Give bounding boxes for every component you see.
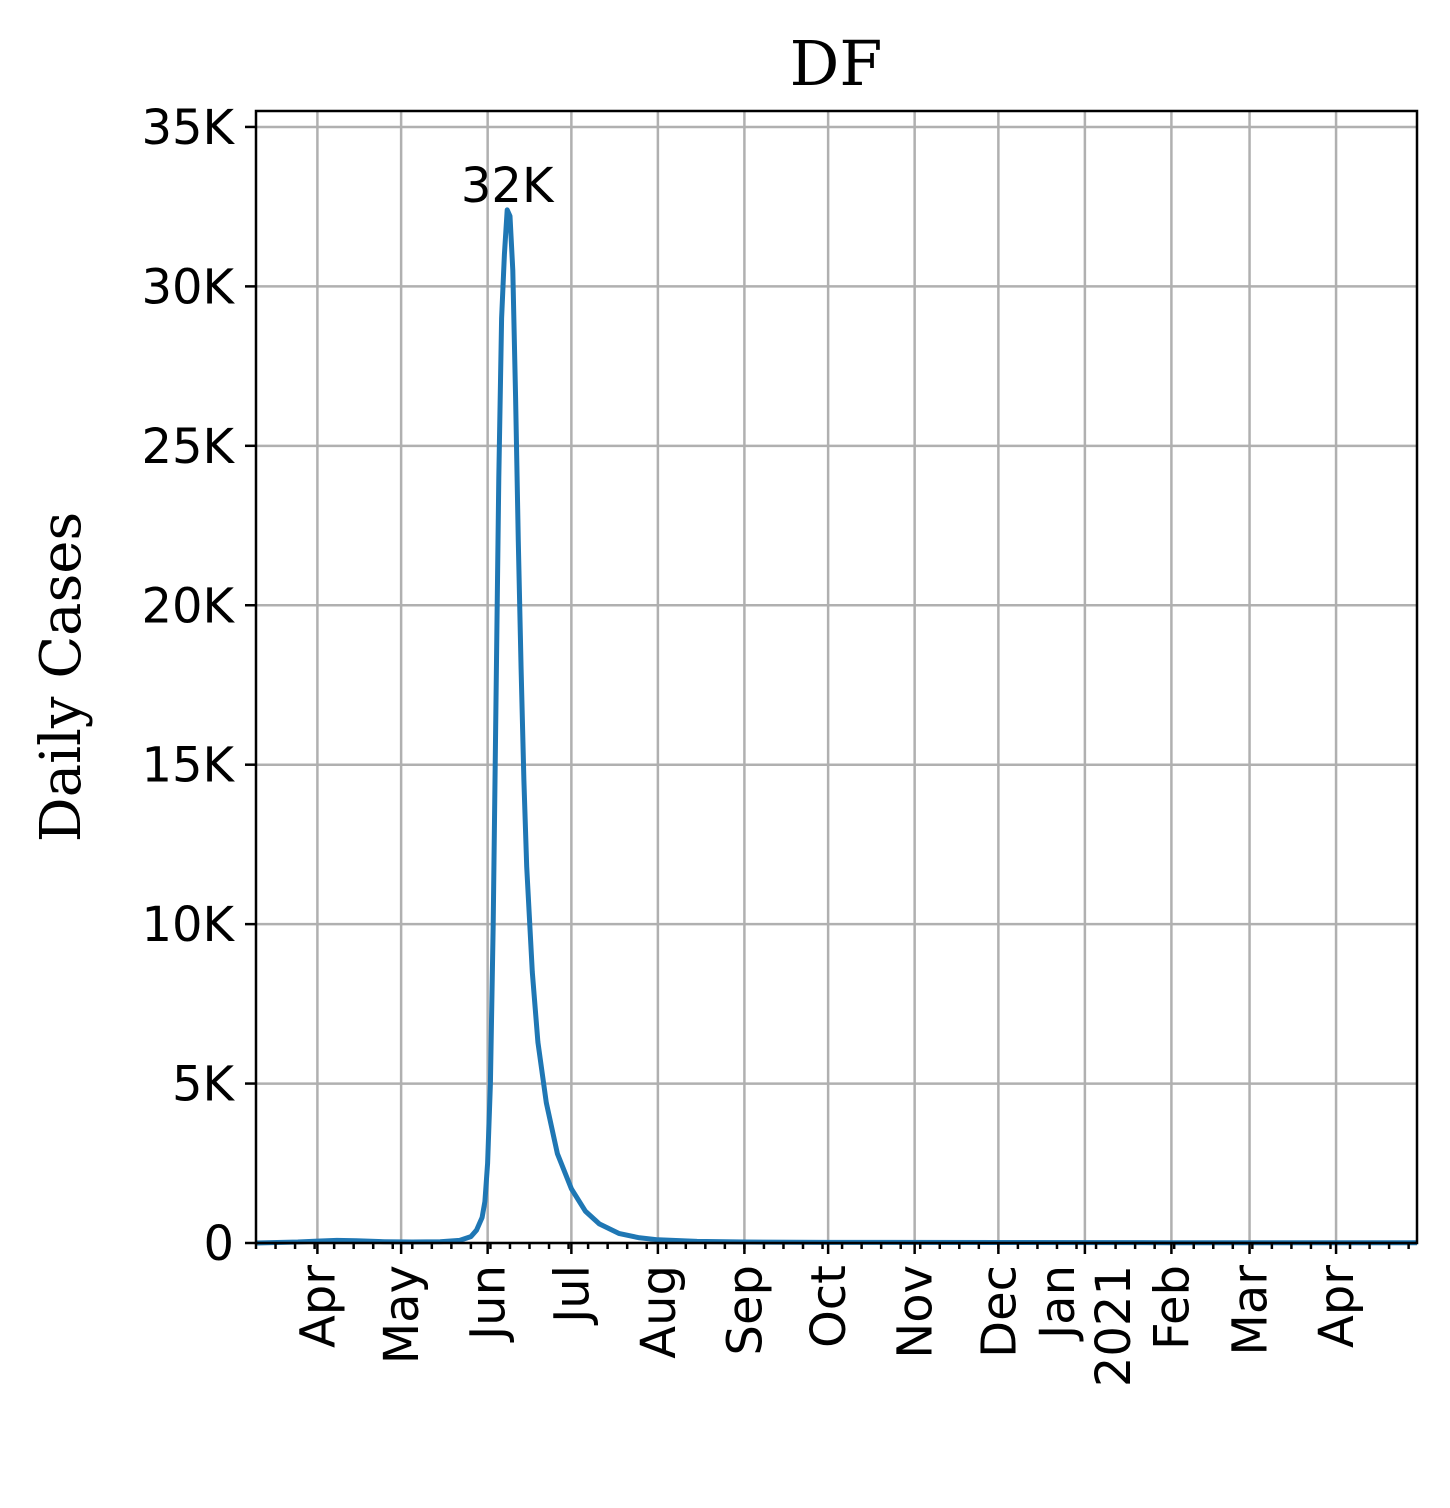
x-tick-label: Apr [1309, 1265, 1365, 1348]
y-tick-label: 30K [141, 259, 235, 315]
y-tick-label: 10K [141, 897, 235, 953]
x-tick-label: Oct [801, 1265, 857, 1348]
peak-annotation: 32K [461, 158, 555, 214]
plot-frame [254, 109, 1419, 1245]
x-tick-label: Apr [290, 1265, 346, 1348]
y-tick-label: 35K [141, 100, 235, 156]
y-tick-label: 25K [141, 419, 235, 475]
x-tick-label: Nov [888, 1265, 944, 1359]
axis-ticks: 0 5K 10K 15K 20K 25K 30K 35K Apr May Jun Jul Aug Sep O… [141, 100, 1410, 1387]
series-layer [255, 207, 1417, 1246]
annotations: 32K [461, 158, 555, 214]
y-tick-label: 5K [172, 1057, 236, 1113]
y-tick-label: 0 [203, 1216, 234, 1272]
x-tick-label: Aug [631, 1265, 687, 1359]
x-tick-label: Dec [971, 1265, 1027, 1358]
x-tick-label: Jun [461, 1265, 517, 1343]
y-axis-label: Daily Cases [29, 512, 94, 842]
x-tick-label: Mar [1223, 1265, 1279, 1356]
grid-lines [256, 111, 1417, 1245]
series-line [255, 207, 1417, 1246]
x-tick-label: May [374, 1265, 430, 1364]
x-tick-label: Sep [717, 1265, 773, 1355]
y-tick-label: 15K [141, 738, 235, 794]
x-tick-label: Feb [1144, 1265, 1200, 1350]
x-tick-label: Jul [544, 1265, 600, 1326]
y-tick-label: 20K [141, 578, 235, 634]
chart-title: DF [790, 27, 883, 100]
x-tick-label: Jan2021 [1030, 1265, 1142, 1387]
